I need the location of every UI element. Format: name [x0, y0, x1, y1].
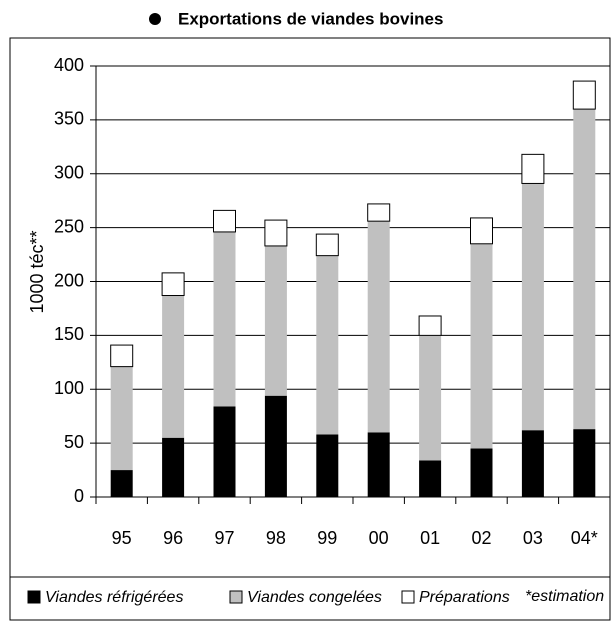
- bar-segment: [367, 432, 390, 497]
- y-tick-label: 50: [64, 432, 84, 452]
- bar-segment: [213, 209, 236, 233]
- bar-segment: [521, 183, 544, 431]
- y-tick-label: 250: [54, 216, 84, 236]
- y-tick-label: 350: [54, 109, 84, 129]
- y-tick-label: 0: [74, 486, 84, 506]
- bar-segment: [470, 448, 493, 497]
- legend-label: Viandes congelées: [247, 589, 382, 606]
- bar-segment: [264, 219, 288, 247]
- bar-segment: [418, 315, 442, 336]
- bar-segment: [110, 366, 133, 471]
- x-tick-label: 97: [214, 528, 234, 548]
- bar-segment: [419, 460, 442, 497]
- bar-segment: [572, 80, 596, 110]
- bar-segment: [573, 429, 596, 497]
- legend-label: Viandes réfrigérées: [45, 589, 183, 606]
- bar-segment: [213, 406, 236, 497]
- bar-segment: [110, 344, 134, 368]
- bar-segment: [162, 437, 185, 497]
- bar-segment: [419, 335, 442, 461]
- bar-segment: [573, 109, 596, 430]
- bar-segment: [213, 231, 236, 407]
- x-tick-label: 03: [523, 528, 543, 548]
- x-tick-label: 96: [163, 528, 183, 548]
- x-tick-label: 99: [317, 528, 337, 548]
- bar-segment: [315, 233, 339, 257]
- note: *estimation: [525, 588, 604, 605]
- bar-segment: [316, 434, 339, 497]
- bar-segment: [161, 272, 185, 297]
- bar-segment: [470, 243, 493, 449]
- y-tick-label: 100: [54, 378, 84, 398]
- bar-segment: [110, 470, 133, 497]
- legend-label: Préparations: [419, 589, 510, 606]
- x-tick-label: 01: [420, 528, 440, 548]
- x-tick-label: 00: [369, 528, 389, 548]
- legend-swatch: [401, 590, 415, 604]
- legend-swatch: [229, 590, 243, 604]
- x-tick-label: 98: [266, 528, 286, 548]
- y-tick-label: 400: [54, 55, 84, 75]
- x-tick-label: 02: [471, 528, 491, 548]
- x-tick-label: 04*: [571, 528, 598, 548]
- title-bullet: [149, 13, 161, 25]
- x-tick-label: 95: [112, 528, 132, 548]
- bar-segment: [470, 217, 493, 245]
- frame: [9, 37, 611, 621]
- y-axis-label: 1000 téc**: [27, 230, 47, 313]
- bar-segment: [367, 221, 390, 433]
- y-tick-label: 300: [54, 163, 84, 183]
- bar-segment: [521, 430, 544, 497]
- y-tick-label: 200: [54, 270, 84, 290]
- legend-swatch: [27, 590, 41, 604]
- bar-segment: [264, 245, 287, 396]
- bar-segment: [316, 255, 339, 435]
- y-tick-label: 150: [54, 324, 84, 344]
- bar-segment: [162, 295, 185, 438]
- bar-segment: [367, 203, 391, 222]
- bar-segment: [264, 395, 287, 497]
- chart-title: Exportations de viandes bovines: [178, 9, 443, 28]
- bar-segment: [521, 153, 545, 184]
